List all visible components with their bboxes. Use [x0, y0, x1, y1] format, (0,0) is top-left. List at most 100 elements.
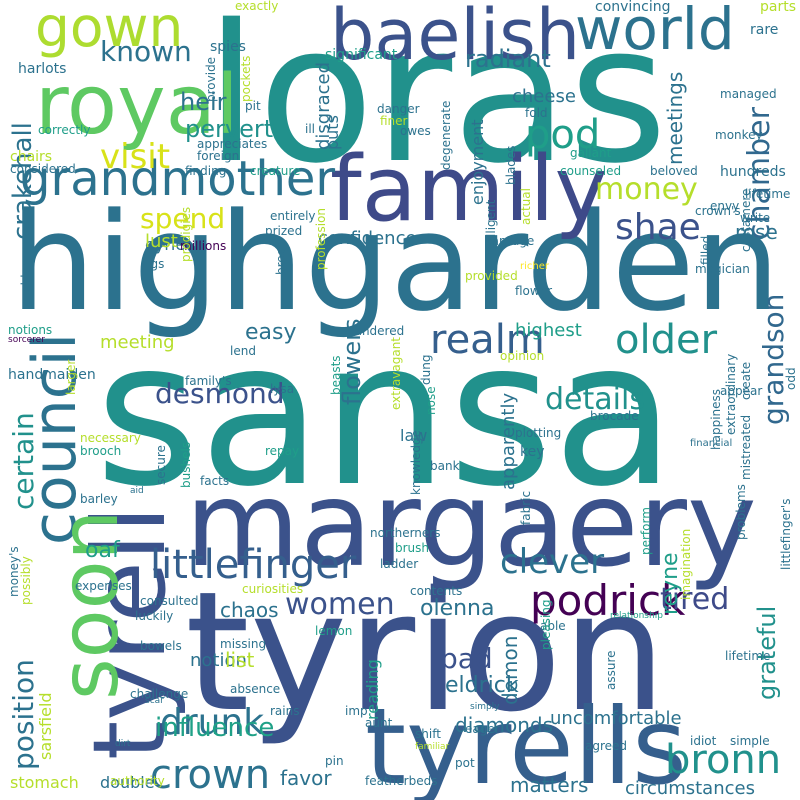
- cloud-word: meeting: [100, 332, 175, 353]
- cloud-word: certain: [7, 412, 40, 510]
- cloud-word: millions: [180, 239, 227, 253]
- cloud-word: agreed: [585, 739, 628, 753]
- cloud-word: extraordinary: [724, 353, 738, 435]
- cloud-word: highest: [515, 320, 582, 341]
- cloud-word: notions: [8, 323, 53, 337]
- cloud-word: familiar: [415, 742, 450, 752]
- cloud-word: oaf: [85, 538, 120, 563]
- cloud-word: bank: [430, 459, 460, 473]
- cloud-word: write: [740, 211, 771, 225]
- cloud-word: ill: [305, 122, 316, 136]
- cloud-word: imp: [345, 704, 368, 718]
- cloud-word: featherbeds: [365, 774, 438, 788]
- cloud-word: provided: [465, 269, 518, 283]
- cloud-word: repay: [265, 444, 300, 458]
- cloud-word: eyrie: [145, 235, 186, 254]
- cloud-word: opinion: [500, 349, 545, 363]
- cloud-word: tired: [660, 582, 730, 617]
- cloud-word: crown's: [695, 204, 741, 218]
- cloud-word: chaos: [220, 598, 279, 622]
- cloud-word: known: [100, 35, 192, 68]
- cloud-word: fold: [525, 106, 548, 120]
- cloud-word: richer: [520, 261, 549, 272]
- cloud-word: simple: [730, 734, 770, 748]
- cloud-word: nose: [424, 386, 438, 415]
- cloud-word: barley: [80, 492, 118, 506]
- cloud-word: hundreds: [720, 164, 786, 180]
- cloud-word: consulted: [140, 594, 199, 608]
- cloud-word: eager: [465, 722, 500, 736]
- cloud-word: fabric: [519, 490, 533, 525]
- cloud-word: pot: [455, 756, 475, 770]
- cloud-word: challenge: [130, 687, 189, 701]
- cloud-word: meetings: [663, 71, 687, 165]
- cloud-word: prized: [265, 224, 303, 238]
- cloud-word: problem: [19, 255, 33, 305]
- cloud-word: provide: [204, 56, 218, 102]
- cloud-word: gown: [35, 0, 184, 59]
- cloud-word: spies: [210, 39, 246, 55]
- cloud-word: family's: [185, 374, 232, 388]
- cloud-word: handmaiden: [8, 367, 96, 383]
- cloud-word: world: [575, 0, 735, 63]
- cloud-word: shift: [415, 727, 441, 741]
- cloud-word: knowledge: [409, 429, 423, 495]
- cloud-word: enjoyment: [468, 119, 487, 205]
- cloud-word: demon: [498, 635, 522, 705]
- cloud-word: position: [7, 659, 40, 770]
- cloud-word: owes: [400, 124, 431, 138]
- cloud-word: cheese: [512, 86, 576, 107]
- cloud-word: pockets: [239, 55, 253, 102]
- cloud-word: pervert: [185, 115, 274, 143]
- cloud-word: crown: [150, 752, 271, 798]
- cloud-word: curiosities: [242, 582, 304, 596]
- cloud-word: possibly: [19, 556, 33, 605]
- cloud-word: crakehall: [8, 122, 38, 240]
- cloud-word: finer: [380, 114, 408, 128]
- cloud-word: counseled: [560, 164, 622, 178]
- cloud-word: bad: [440, 642, 493, 675]
- cloud-word: margaery: [185, 455, 757, 593]
- cloud-word: harlots: [18, 61, 67, 77]
- cloud-word: facts: [200, 474, 230, 488]
- cloud-word: absence: [230, 682, 281, 696]
- cloud-word: stomach: [10, 773, 79, 792]
- cloud-word: tyrells: [365, 686, 687, 800]
- cloud-word: managed: [720, 87, 777, 101]
- cloud-word: monkey: [715, 128, 763, 142]
- cloud-word: bowels: [140, 639, 182, 653]
- cloud-word: sarsfield: [36, 692, 55, 760]
- cloud-word: assure: [604, 650, 618, 690]
- cloud-word: littlefinger's: [779, 498, 793, 570]
- cloud-word: grandmother: [20, 151, 336, 207]
- cloud-word: significant: [325, 47, 398, 63]
- cloud-word: danger: [377, 102, 420, 116]
- cloud-word: breed: [274, 240, 288, 275]
- cloud-word: lifetime: [725, 649, 771, 663]
- cloud-word: pod: [525, 112, 601, 158]
- cloud-word: notion: [190, 650, 247, 671]
- cloud-word: creature: [250, 164, 301, 178]
- cloud-word: dirt: [115, 739, 131, 749]
- cloud-word: realm: [430, 317, 545, 363]
- cloud-word: apparently: [498, 392, 519, 490]
- cloud-word: beasts: [329, 355, 343, 395]
- cloud-word: scar: [145, 696, 164, 706]
- cloud-word: drunk: [160, 702, 265, 743]
- cloud-word: matters: [510, 773, 589, 797]
- cloud-word: clever: [500, 542, 605, 582]
- cloud-word: secure: [154, 445, 168, 485]
- cloud-word: lemon: [315, 624, 353, 638]
- cloud-word: beloved: [650, 164, 698, 178]
- cloud-word: financial: [690, 438, 733, 449]
- cloud-word: law: [400, 426, 428, 445]
- cloud-word: envy: [710, 199, 740, 213]
- cloud-word: blades: [504, 145, 518, 185]
- cloud-word: odd: [784, 367, 798, 390]
- cloud-word: magician: [695, 262, 750, 276]
- cloud-word: idiot: [690, 734, 717, 748]
- cloud-word: appear: [720, 384, 763, 398]
- cloud-word: imagination: [679, 528, 693, 600]
- cloud-word: authority: [110, 774, 165, 788]
- cloud-word: figs: [143, 257, 165, 271]
